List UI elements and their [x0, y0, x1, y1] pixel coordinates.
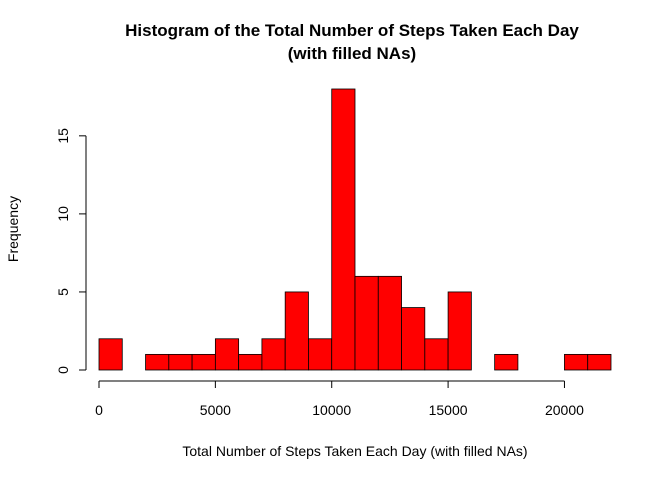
x-tick-label: 20000	[545, 402, 584, 418]
histogram-bar	[354, 275, 379, 371]
histogram-bar	[587, 353, 612, 371]
histogram-bar	[564, 353, 589, 371]
x-tick-label: 5000	[200, 402, 231, 418]
y-tick-label: 5	[55, 288, 71, 296]
histogram-bar	[401, 307, 426, 371]
y-tick-label: 10	[55, 206, 71, 222]
histogram-bar	[284, 291, 309, 371]
histogram-bar	[191, 353, 216, 371]
x-tick-label: 0	[95, 402, 103, 418]
chart-title: Histogram of the Total Number of Steps T…	[125, 21, 579, 40]
x-tick-label: 15000	[429, 402, 468, 418]
bars-group	[98, 88, 612, 371]
y-tick-label: 0	[55, 366, 71, 374]
x-axis: 0 5000 10000 15000 20000	[95, 380, 584, 418]
histogram-bar	[424, 338, 449, 371]
x-axis-label: Total Number of Steps Taken Each Day (wi…	[182, 443, 527, 459]
histogram-bar	[238, 353, 263, 371]
histogram-bar	[377, 275, 402, 371]
histogram-bar	[98, 338, 123, 371]
histogram-bar	[261, 338, 286, 371]
histogram-bar	[331, 88, 356, 371]
y-axis-label: Frequency	[5, 196, 21, 262]
histogram-bar	[168, 353, 193, 371]
histogram-bar	[308, 338, 333, 371]
x-tick-label: 10000	[312, 402, 351, 418]
y-tick-label: 15	[55, 128, 71, 144]
y-axis: 0 5 10 15	[55, 128, 87, 374]
histogram-bar	[447, 291, 472, 371]
histogram-bar	[494, 353, 519, 371]
histogram-bar	[145, 353, 170, 371]
chart-subtitle: (with filled NAs)	[288, 44, 416, 63]
histogram-bar	[214, 338, 240, 371]
